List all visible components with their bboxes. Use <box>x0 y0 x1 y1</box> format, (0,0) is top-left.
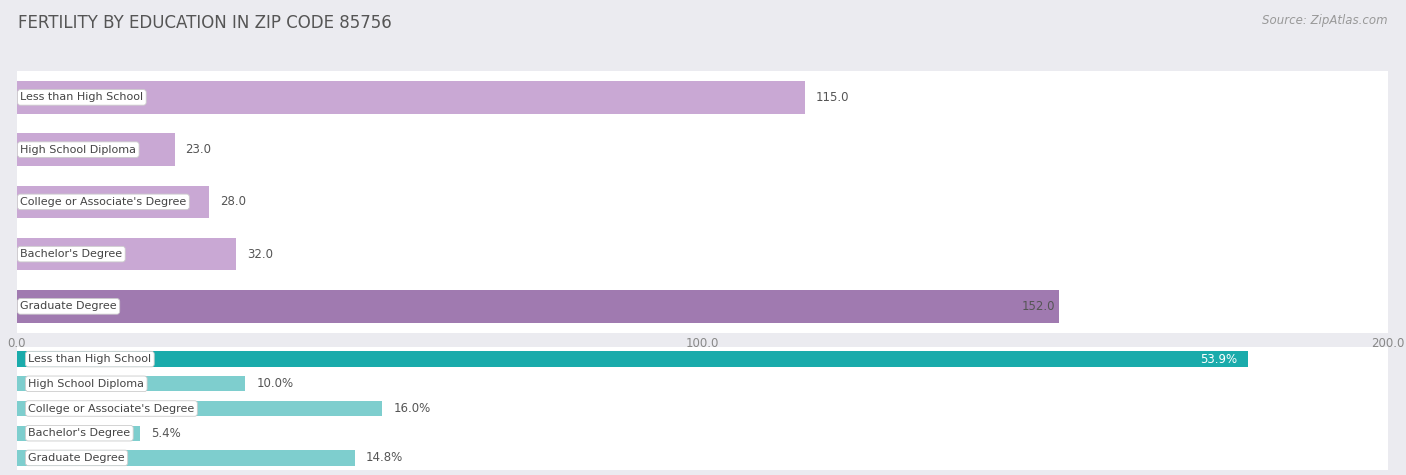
Text: High School Diploma: High School Diploma <box>20 144 136 155</box>
Text: 152.0: 152.0 <box>1022 300 1056 313</box>
Text: 115.0: 115.0 <box>815 91 849 104</box>
Text: Less than High School: Less than High School <box>28 354 152 364</box>
Text: College or Associate's Degree: College or Associate's Degree <box>20 197 187 207</box>
Bar <box>17 228 1388 280</box>
Text: 10.0%: 10.0% <box>256 377 294 390</box>
Bar <box>17 376 245 391</box>
Text: 5.4%: 5.4% <box>152 427 181 440</box>
Bar <box>17 71 1388 124</box>
Bar <box>17 176 1388 228</box>
Text: Less than High School: Less than High School <box>20 92 143 103</box>
Bar <box>17 396 1388 421</box>
Text: Bachelor's Degree: Bachelor's Degree <box>28 428 131 438</box>
Text: College or Associate's Degree: College or Associate's Degree <box>28 403 194 414</box>
Bar <box>17 421 1388 446</box>
Bar <box>17 133 174 166</box>
Text: 28.0: 28.0 <box>219 195 246 209</box>
Bar <box>17 280 1388 332</box>
Bar <box>17 347 1388 371</box>
Text: Graduate Degree: Graduate Degree <box>20 301 117 312</box>
Text: Graduate Degree: Graduate Degree <box>28 453 125 463</box>
Bar <box>17 186 208 218</box>
Bar <box>17 352 1249 367</box>
Bar <box>17 124 1388 176</box>
Bar <box>17 401 382 416</box>
Text: FERTILITY BY EDUCATION IN ZIP CODE 85756: FERTILITY BY EDUCATION IN ZIP CODE 85756 <box>18 14 392 32</box>
Text: 16.0%: 16.0% <box>394 402 430 415</box>
Bar <box>17 371 1388 396</box>
Bar <box>17 450 354 465</box>
Text: High School Diploma: High School Diploma <box>28 379 145 389</box>
Bar <box>17 426 141 441</box>
Text: Bachelor's Degree: Bachelor's Degree <box>20 249 122 259</box>
Text: Source: ZipAtlas.com: Source: ZipAtlas.com <box>1263 14 1388 27</box>
Bar <box>17 238 236 270</box>
Bar <box>17 81 806 114</box>
Text: 32.0: 32.0 <box>247 247 273 261</box>
Bar <box>17 290 1059 323</box>
Bar <box>17 446 1388 470</box>
Text: 23.0: 23.0 <box>186 143 211 156</box>
Text: 53.9%: 53.9% <box>1199 352 1237 366</box>
Text: 14.8%: 14.8% <box>366 451 404 465</box>
